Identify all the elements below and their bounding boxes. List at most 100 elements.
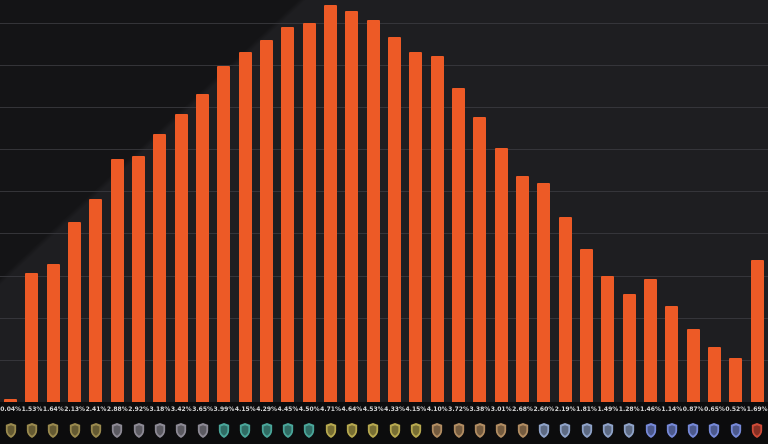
distribution-bar[interactable] xyxy=(238,52,252,402)
rank-icon-slot xyxy=(405,416,426,444)
percent-label: 3.01% xyxy=(490,405,512,413)
bar-column: 3.65% xyxy=(192,0,213,444)
percent-label: 1.14% xyxy=(661,405,683,413)
distribution-bar[interactable] xyxy=(430,56,444,402)
rank-icon-slot xyxy=(149,416,170,444)
bar-slot xyxy=(171,0,192,402)
distribution-bar[interactable] xyxy=(324,5,338,402)
distribution-bar[interactable] xyxy=(494,148,508,402)
distribution-bar[interactable] xyxy=(89,199,103,402)
distribution-bar[interactable] xyxy=(665,306,679,402)
bronze-rank-icon xyxy=(112,422,123,438)
bar-column: 1.28% xyxy=(619,0,640,444)
percent-label: 2.60% xyxy=(533,405,555,413)
bar-slot xyxy=(299,0,320,402)
rank-icon-slot xyxy=(363,416,384,444)
percent-label: 0.87% xyxy=(682,405,704,413)
bar-column: 3.38% xyxy=(469,0,490,444)
silver-rank-icon xyxy=(304,422,315,438)
distribution-bar[interactable] xyxy=(622,294,636,402)
distribution-bar[interactable] xyxy=(558,217,572,402)
rank-icon-slot xyxy=(683,416,704,444)
rank-icon-slot xyxy=(277,416,298,444)
bar-column: 0.52% xyxy=(725,0,746,444)
distribution-bar[interactable] xyxy=(409,52,423,402)
distribution-bar[interactable] xyxy=(302,23,316,402)
platinum-rank-icon xyxy=(496,422,507,438)
bar-column: 4.10% xyxy=(427,0,448,444)
bar-column: 3.72% xyxy=(448,0,469,444)
bar-column: 4.33% xyxy=(384,0,405,444)
percent-label: 4.33% xyxy=(384,405,405,413)
rank-icon-slot xyxy=(469,416,490,444)
bar-slot xyxy=(43,0,64,402)
rank-icon-slot xyxy=(64,416,85,444)
percent-label: 2.19% xyxy=(554,405,576,413)
distribution-bar[interactable] xyxy=(516,176,530,402)
gridline xyxy=(0,359,768,361)
gold-rank-icon xyxy=(389,422,400,438)
rank-icon-slot xyxy=(341,416,362,444)
rank-icon-slot xyxy=(256,416,277,444)
rank-icon-slot xyxy=(107,416,128,444)
platinum-rank-icon xyxy=(453,422,464,438)
distribution-bar[interactable] xyxy=(196,94,210,402)
bar-slot xyxy=(491,0,512,402)
percent-label: 4.71% xyxy=(320,405,341,413)
bar-slot xyxy=(0,0,21,402)
distribution-bar[interactable] xyxy=(580,249,594,402)
distribution-bar[interactable] xyxy=(644,279,657,402)
distribution-bar[interactable] xyxy=(601,276,615,402)
distribution-bar[interactable] xyxy=(132,156,146,402)
rank-icon-slot xyxy=(213,416,234,444)
bar-slot xyxy=(405,0,426,402)
platinum-rank-icon xyxy=(432,422,443,438)
distribution-bar[interactable] xyxy=(537,183,551,402)
distribution-bar[interactable] xyxy=(707,347,721,402)
distribution-bar[interactable] xyxy=(473,117,487,402)
distribution-bar[interactable] xyxy=(217,66,231,402)
bar-slot xyxy=(235,0,256,402)
distribution-bar[interactable] xyxy=(110,159,124,402)
distribution-bar[interactable] xyxy=(452,88,466,402)
bar-slot xyxy=(469,0,490,402)
bar-slot xyxy=(384,0,405,402)
distribution-bar[interactable] xyxy=(388,37,402,402)
bar-slot xyxy=(683,0,704,402)
distribution-bar[interactable] xyxy=(366,20,380,402)
percent-label: 3.65% xyxy=(192,405,214,413)
percent-label: 1.46% xyxy=(640,405,661,413)
silver-rank-icon xyxy=(218,422,230,438)
bronze-rank-icon xyxy=(133,422,144,438)
percent-label: 1.53% xyxy=(21,405,43,413)
distribution-bar[interactable] xyxy=(153,134,167,402)
distribution-bar[interactable] xyxy=(750,260,764,402)
distribution-bar[interactable] xyxy=(686,329,700,402)
gridline xyxy=(0,191,768,193)
copper-rank-icon xyxy=(90,422,102,438)
bar-column: 2.88% xyxy=(107,0,128,444)
distribution-bar[interactable] xyxy=(260,40,274,402)
distribution-bar[interactable] xyxy=(729,358,743,402)
bar-column: 4.64% xyxy=(341,0,362,444)
distribution-bar[interactable] xyxy=(46,264,60,402)
silver-rank-icon xyxy=(282,422,294,438)
bar-column: 3.18% xyxy=(149,0,170,444)
gridline xyxy=(0,106,768,108)
distribution-bar[interactable] xyxy=(174,114,188,402)
distribution-bar[interactable] xyxy=(68,222,82,402)
bar-slot xyxy=(64,0,85,402)
percent-label: 4.53% xyxy=(362,405,384,413)
bar-slot xyxy=(448,0,469,402)
bronze-rank-icon xyxy=(197,422,208,438)
distribution-bar[interactable] xyxy=(281,27,295,402)
distribution-bar[interactable] xyxy=(25,273,39,402)
distribution-bar[interactable] xyxy=(4,399,18,402)
bar-column: 1.46% xyxy=(640,0,661,444)
platinum-rank-icon xyxy=(474,422,486,438)
percent-label: 4.64% xyxy=(341,405,363,413)
bar-slot xyxy=(746,0,767,402)
rank-icon-slot xyxy=(21,416,42,444)
bar-column: 2.41% xyxy=(85,0,106,444)
distribution-bar[interactable] xyxy=(345,11,359,402)
